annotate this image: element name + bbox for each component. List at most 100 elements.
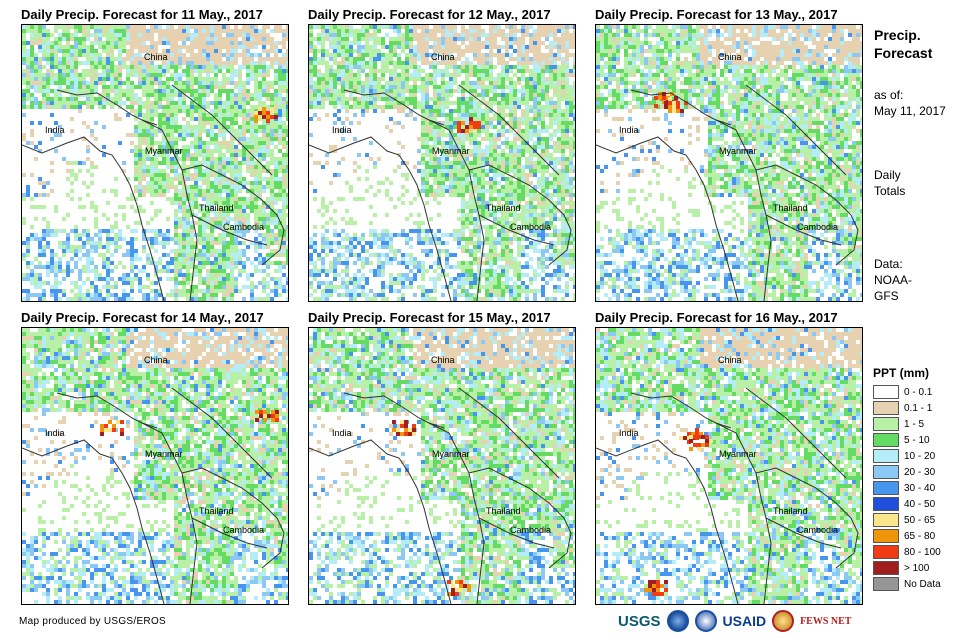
legend-label: 0 - 0.1: [904, 386, 933, 398]
legend-label: 65 - 80: [904, 530, 936, 542]
legend-swatch: [873, 497, 899, 511]
country-label-thailand: Thailand: [486, 203, 521, 213]
legend-label: 50 - 65: [904, 514, 936, 526]
country-label-cambodia: Cambodia: [223, 525, 264, 535]
legend-item: 10 - 20: [873, 448, 963, 464]
legend-label: > 100: [904, 562, 930, 574]
country-label-myanmar: Myanmar: [432, 146, 470, 156]
precip-map: China India Myanmar Thailand Cambodia: [595, 327, 863, 605]
usaid-seal-icon: [694, 610, 717, 632]
legend-swatch: [873, 385, 899, 399]
usaid-logo: USAID: [722, 613, 767, 629]
legend-label: 30 - 40: [904, 482, 936, 494]
legend-item: 50 - 65: [873, 512, 963, 528]
legend: PPT (mm) 0 - 0.1 0.1 - 1 1 - 5 5 - 10 10 - 2…: [873, 366, 963, 592]
country-label-cambodia: Cambodia: [797, 525, 838, 535]
sidebar-title-line1: Precip.: [874, 27, 921, 43]
legend-item: 40 - 50: [873, 496, 963, 512]
panel-title: Daily Precip. Forecast for 15 May., 2017: [308, 310, 551, 325]
agency-logos: USGS USAID FEWS NET: [618, 606, 863, 636]
country-label-myanmar: Myanmar: [432, 449, 470, 459]
precip-raster: China India Myanmar Thailand Cambodia: [596, 328, 862, 604]
legend-swatch: [873, 449, 899, 463]
sidebar-asof: as of: May 11, 2017: [874, 87, 964, 119]
country-label-cambodia: Cambodia: [223, 222, 264, 232]
country-label-china: China: [144, 355, 168, 365]
precip-raster: China India Myanmar Thailand Cambodia: [309, 25, 575, 301]
legend-item: 80 - 100: [873, 544, 963, 560]
country-label-myanmar: Myanmar: [719, 146, 757, 156]
country-label-india: India: [619, 428, 639, 438]
legend-item: 0 - 0.1: [873, 384, 963, 400]
legend-item: 20 - 30: [873, 464, 963, 480]
country-label-myanmar: Myanmar: [145, 146, 183, 156]
precip-map: China India Myanmar Thailand Cambodia: [308, 24, 576, 302]
panel-title: Daily Precip. Forecast for 13 May., 2017: [595, 7, 838, 22]
country-label-china: China: [431, 52, 455, 62]
legend-item: 65 - 80: [873, 528, 963, 544]
country-label-india: India: [45, 125, 65, 135]
precip-raster: China India Myanmar Thailand Cambodia: [309, 328, 575, 604]
sidebar-title: Precip. Forecast: [874, 26, 954, 62]
data-source-line2: GFS: [874, 289, 899, 303]
legend-label: 5 - 10: [904, 434, 930, 446]
noaa-seal-icon: [666, 610, 689, 632]
legend-label: 40 - 50: [904, 498, 936, 510]
country-label-india: India: [45, 428, 65, 438]
country-label-china: China: [718, 355, 742, 365]
legend-item: > 100: [873, 560, 963, 576]
panel-title: Daily Precip. Forecast for 11 May., 2017: [21, 7, 263, 22]
country-label-india: India: [332, 125, 352, 135]
precip-map: China India Myanmar Thailand Cambodia: [308, 327, 576, 605]
country-label-thailand: Thailand: [773, 203, 808, 213]
legend-item: No Data: [873, 576, 963, 592]
legend-swatch: [873, 465, 899, 479]
precip-raster: China India Myanmar Thailand Cambodia: [596, 25, 862, 301]
data-label: Data:: [874, 257, 903, 271]
legend-swatch: [873, 561, 899, 575]
country-label-cambodia: Cambodia: [797, 222, 838, 232]
country-label-china: China: [718, 52, 742, 62]
asof-label: as of:: [874, 88, 904, 102]
sidebar-title-line2: Forecast: [874, 45, 933, 61]
country-label-thailand: Thailand: [199, 506, 234, 516]
legend-item: 1 - 5: [873, 416, 963, 432]
fews-net-logo: FEWS NET: [800, 615, 852, 627]
panel-title: Daily Precip. Forecast for 14 May., 2017: [21, 310, 264, 325]
legend-label: 80 - 100: [904, 546, 941, 558]
precip-map: China India Myanmar Thailand Cambodia: [21, 24, 289, 302]
panel-title: Daily Precip. Forecast for 16 May., 2017: [595, 310, 838, 325]
country-label-china: China: [144, 52, 168, 62]
legend-title: PPT (mm): [873, 366, 930, 380]
country-label-thailand: Thailand: [486, 506, 521, 516]
legend-label: 0.1 - 1: [904, 402, 933, 414]
daily-label: Daily: [874, 168, 901, 182]
legend-swatch: [873, 417, 899, 431]
usgs-logo: USGS: [618, 612, 661, 630]
country-label-india: India: [332, 428, 352, 438]
totals-label: Totals: [874, 184, 906, 198]
legend-item: 30 - 40: [873, 480, 963, 496]
country-label-thailand: Thailand: [773, 506, 808, 516]
legend-label: 1 - 5: [904, 418, 925, 430]
legend-label: 20 - 30: [904, 466, 936, 478]
legend-swatch: [873, 513, 899, 527]
sidebar-data-source: Data: NOAA- GFS: [874, 256, 964, 304]
fews-net-seal-icon: [772, 610, 795, 632]
country-label-india: India: [619, 125, 639, 135]
legend-swatch: [873, 545, 899, 559]
precip-map: China India Myanmar Thailand Cambodia: [595, 24, 863, 302]
data-source-line1: NOAA-: [874, 273, 913, 287]
precip-raster: China India Myanmar Thailand Cambodia: [22, 328, 288, 604]
legend-item: 5 - 10: [873, 432, 963, 448]
legend-swatch: [873, 433, 899, 447]
panel-title: Daily Precip. Forecast for 12 May., 2017: [308, 7, 551, 22]
country-label-thailand: Thailand: [199, 203, 234, 213]
asof-date: May 11, 2017: [874, 104, 946, 118]
country-label-myanmar: Myanmar: [145, 449, 183, 459]
country-label-cambodia: Cambodia: [510, 222, 551, 232]
map-credit: Map produced by USGS/EROS: [19, 616, 167, 627]
country-label-cambodia: Cambodia: [510, 525, 551, 535]
legend-item: 0.1 - 1: [873, 400, 963, 416]
legend-swatch: [873, 401, 899, 415]
